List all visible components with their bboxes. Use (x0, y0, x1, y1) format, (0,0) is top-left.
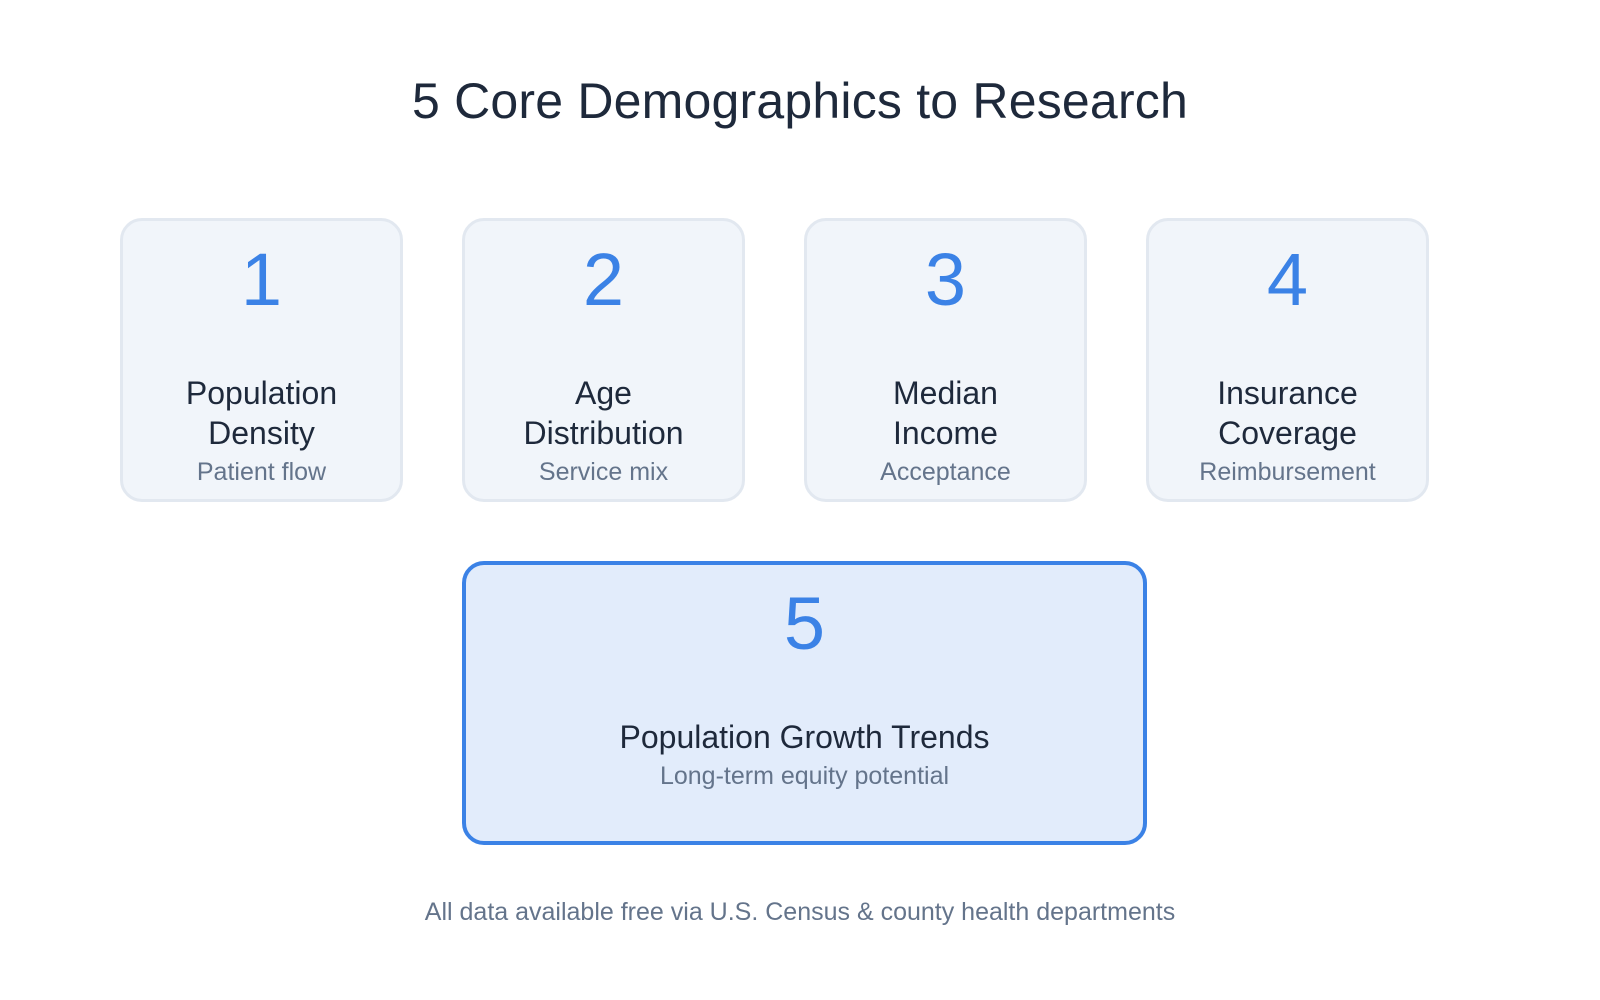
card-label: Insurance Coverage (1149, 373, 1426, 453)
card-number: 3 (924, 238, 967, 321)
card-subtitle: Acceptance (880, 458, 1011, 486)
card-label-line: Population (185, 375, 338, 411)
demographic-card-population-growth-trends: 5 Population Growth Trends Long-term equ… (462, 561, 1147, 845)
card-label: Age Distribution (465, 373, 742, 453)
page-title: 5 Core Demographics to Research (412, 73, 1188, 129)
card-number: 4 (1266, 238, 1309, 321)
demographic-card-median-income: 3 Median Income Acceptance (804, 218, 1087, 502)
card-label: Median Income (807, 373, 1084, 453)
card-label-line: Age (575, 375, 632, 411)
card-label-line: Coverage (1218, 415, 1357, 451)
card-label: Population Growth Trends (619, 719, 990, 755)
card-label-line: Distribution (523, 415, 684, 451)
card-number: 2 (582, 238, 625, 321)
footnote: All data available free via U.S. Census … (424, 898, 1176, 926)
card-label-line: Median (893, 375, 998, 411)
card-number: 5 (783, 582, 826, 665)
card-label-line: Insurance (1217, 375, 1358, 411)
card-subtitle: Service mix (538, 458, 669, 486)
card-label: Population Density (123, 373, 400, 453)
card-label-line: Income (893, 415, 998, 451)
card-label-line: Density (208, 415, 315, 451)
card-subtitle: Patient flow (196, 458, 327, 486)
card-subtitle: Reimbursement (1199, 458, 1376, 486)
demographic-card-insurance-coverage: 4 Insurance Coverage Reimbursement (1146, 218, 1429, 502)
demographic-card-population-density: 1 Population Density Patient flow (120, 218, 403, 502)
demographic-card-age-distribution: 2 Age Distribution Service mix (462, 218, 745, 502)
card-subtitle: Long-term equity potential (659, 762, 950, 790)
card-number: 1 (240, 238, 283, 321)
